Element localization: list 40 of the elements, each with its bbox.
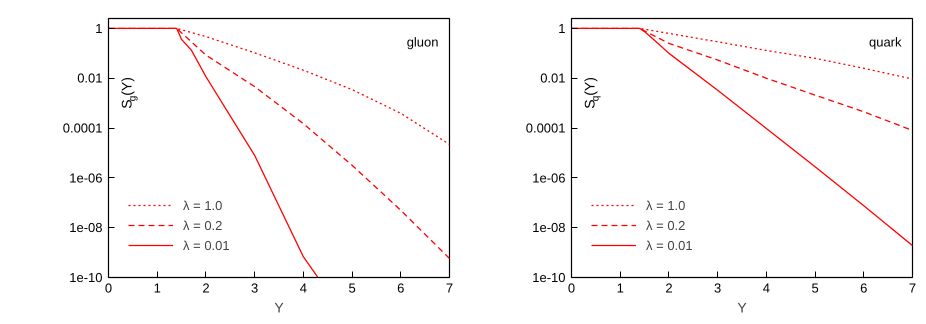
annotation: quark [868, 34, 902, 50]
y-tick-label: 0.0001 [526, 120, 566, 136]
y-tick-label: 1e-08 [69, 220, 102, 236]
x-tick-label: 7 [908, 280, 916, 296]
y-tick-label: 1e-08 [532, 220, 566, 236]
x-tick-label: 0 [568, 280, 576, 296]
legend-label: λ = 0.01 [646, 238, 693, 252]
legend-label: λ = 0.2 [183, 218, 222, 232]
x-axis-title: Y [737, 300, 748, 316]
y-tick-label: 1e-06 [69, 170, 102, 186]
x-tick-label: 2 [202, 280, 210, 296]
legend-label: λ = 0.2 [646, 218, 686, 232]
legend-label: λ = 1.0 [646, 198, 686, 212]
y-tick-label: 1e-10 [69, 270, 102, 285]
x-tick-label: 1 [154, 280, 161, 296]
x-axis-title: Y [274, 300, 284, 316]
y-axis-title: Sg(Y) [118, 77, 138, 109]
x-tick-label: 6 [397, 280, 404, 296]
y-axis-title: Sq(Y) [582, 77, 602, 109]
x-tick-label: 6 [860, 280, 868, 296]
y-tick-label: 0.01 [77, 70, 103, 86]
x-tick-label: 3 [251, 280, 258, 296]
y-tick-label: 0.01 [540, 70, 566, 86]
x-tick-label: 7 [446, 280, 454, 296]
y-tick-label: 1 [558, 20, 566, 36]
x-tick-label: 5 [811, 280, 819, 296]
x-tick-label: 0 [104, 280, 112, 296]
x-tick-label: 3 [714, 280, 722, 296]
legend-label: λ = 0.01 [183, 238, 230, 252]
x-tick-label: 5 [348, 280, 356, 296]
x-tick-label: 2 [665, 280, 673, 296]
x-tick-label: 4 [762, 280, 770, 296]
y-tick-label: 1 [95, 20, 103, 36]
x-tick-label: 1 [616, 280, 624, 296]
y-tick-label: 1e-10 [532, 270, 566, 285]
y-tick-label: 1e-06 [532, 170, 566, 186]
x-tick-label: 4 [300, 280, 307, 296]
y-tick-label: 0.0001 [62, 120, 103, 136]
legend-label: λ = 1.0 [183, 198, 222, 212]
annotation: gluon [406, 34, 439, 50]
